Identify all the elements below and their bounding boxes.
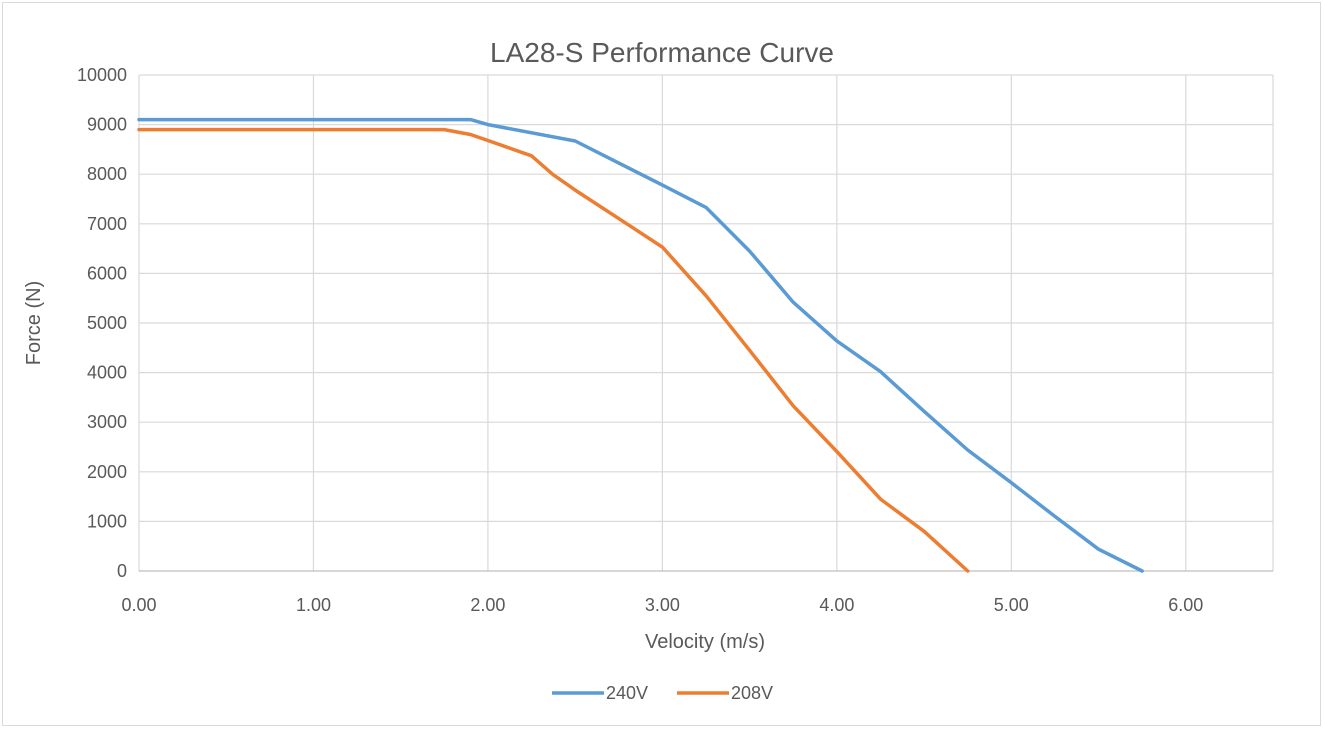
x-tick-label: 6.00 — [1168, 595, 1203, 615]
series-line-240v — [137, 117, 1144, 573]
y-tick-label: 10000 — [77, 65, 127, 85]
y-tick-label: 5000 — [87, 313, 127, 333]
y-tick-label: 9000 — [87, 115, 127, 135]
x-tick-label: 1.00 — [296, 595, 331, 615]
x-tick-label: 5.00 — [994, 595, 1029, 615]
y-tick-label: 3000 — [87, 412, 127, 432]
grid-layer — [138, 74, 1274, 571]
axis-layer: 0 1000 2000 3000 4000 5000 6000 7000 8000 9000 100… — [77, 65, 1273, 615]
y-tick-label: 4000 — [87, 363, 127, 383]
series-layer — [137, 117, 1144, 573]
x-axis-label: Velocity (m/s) — [645, 631, 765, 653]
legend-label-208v: 208V — [731, 683, 773, 703]
y-tick-label: 1000 — [87, 511, 127, 531]
y-tick-label: 6000 — [87, 263, 127, 283]
x-tick-label: 2.00 — [470, 595, 505, 615]
y-tick-label: 0 — [117, 561, 127, 581]
series-line-208v — [137, 127, 970, 573]
y-tick-label: 2000 — [87, 462, 127, 482]
x-tick-label: 4.00 — [819, 595, 854, 615]
x-tick-label: 0.00 — [121, 595, 156, 615]
legend-label-240v: 240V — [606, 683, 648, 703]
y-tick-label: 8000 — [87, 164, 127, 184]
chart-title: LA28-S Performance Curve — [490, 37, 834, 68]
y-tick-label: 7000 — [87, 214, 127, 234]
x-tick-label: 3.00 — [645, 595, 680, 615]
legend: 240V 208V — [552, 683, 773, 703]
y-axis-label: Force (N) — [23, 281, 45, 365]
